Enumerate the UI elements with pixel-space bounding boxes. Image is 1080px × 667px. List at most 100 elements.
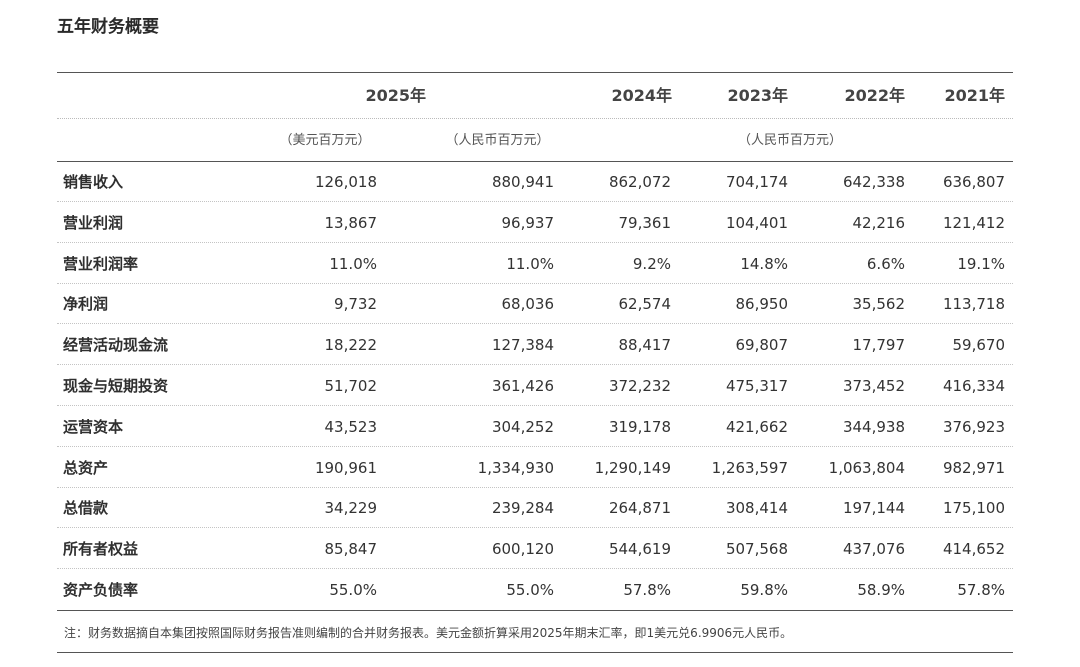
cell-usd-2025: 85,847 [324,540,378,559]
cell-rmb-2021: 121,412 [942,213,1005,232]
table-row: 运营资本 43,523 304,252 319,178 421,662 344,938 37… [57,407,1013,447]
cell-rmb-2023: 69,807 [735,336,789,355]
table-row: 总资产 190,961 1,334,930 1,290,149 1,263,597 1,0… [57,448,1013,488]
table-row: 资产负债率 55.0% 55.0% 57.8% 59.8% 58.9% 57.8% [57,570,1013,610]
unit-usd: （美元百万元） [279,133,371,148]
year-header-2023: 2023年 [727,86,788,105]
table-row: 净利润 9,732 68,036 62,574 86,950 35,562 113,718 [57,284,1013,325]
row-label: 所有者权益 [63,540,139,559]
cell-rmb-2021: 19.1% [957,254,1005,273]
year-header-2024: 2024年 [611,86,672,105]
cell-rmb-2022: 642,338 [842,173,905,191]
cell-rmb-2023: 421,662 [725,417,788,436]
cell-rmb-2023: 507,568 [725,540,788,559]
row-separator [57,405,1013,406]
cell-rmb-2024: 372,232 [608,377,671,395]
cell-rmb-2021: 636,807 [942,173,1005,191]
table-row: 总借款 34,229 239,284 264,871 308,414 197,144 175… [57,488,1013,529]
row-label: 营业利润 [63,213,124,232]
cell-rmb-2024: 88,417 [618,336,672,355]
table-row: 营业利润 13,867 96,937 79,361 104,401 42,216 121,4… [57,203,1013,243]
cell-rmb-2023: 104,401 [725,213,788,232]
cell-usd-2025: 13,867 [324,213,378,232]
page-title: 五年财务概要 [57,17,159,37]
year-header-2025: 2025年 [365,86,426,105]
cell-rmb-2021: 376,923 [942,417,1005,436]
footnote-rule [57,652,1013,653]
table-row: 所有者权益 85,847 600,120 544,619 507,568 437,076 4… [57,529,1013,570]
row-separator [57,527,1013,529]
cell-usd-2025: 51,702 [324,377,378,395]
row-separator [57,568,1013,570]
cell-rmb-2022: 373,452 [842,377,905,395]
cell-rmb-2025: 1,334,930 [477,458,554,477]
cell-rmb-2021: 414,652 [942,540,1005,559]
cell-rmb-2025: 127,384 [491,336,554,355]
table-row: 现金与短期投资 51,702 361,426 372,232 475,317 373,45… [57,366,1013,406]
cell-rmb-2024: 57.8% [623,581,671,599]
cell-rmb-2025: 68,036 [501,295,555,314]
cell-rmb-2022: 35,562 [852,295,906,314]
row-label: 运营资本 [63,417,124,436]
cell-rmb-2024: 264,871 [608,499,671,518]
unit-rmb-2025: （人民币百万元） [445,133,550,148]
cell-rmb-2024: 62,574 [618,295,672,314]
cell-rmb-2022: 17,797 [852,336,906,355]
cell-rmb-2021: 113,718 [942,295,1005,314]
cell-rmb-2021: 416,334 [942,377,1005,395]
cell-usd-2025: 55.0% [329,581,377,599]
table-row: 营业利润率 11.0% 11.0% 9.2% 14.8% 6.6% 19.1% [57,244,1013,284]
cell-rmb-2023: 59.8% [740,581,788,599]
cell-rmb-2025: 880,941 [491,173,554,191]
cell-rmb-2025: 361,426 [491,377,554,395]
row-separator [57,201,1013,202]
cell-rmb-2022: 58.9% [857,581,905,599]
cell-rmb-2022: 42,216 [852,213,906,232]
row-separator [57,486,1013,488]
cell-usd-2025: 43,523 [324,417,378,436]
cell-usd-2025: 18,222 [324,336,378,355]
cell-usd-2025: 9,732 [334,295,377,314]
cell-rmb-2024: 1,290,149 [594,458,671,477]
cell-rmb-2025: 239,284 [491,499,554,518]
table-bottom-rule [57,610,1013,611]
cell-rmb-2024: 79,361 [618,213,672,232]
table-row: 经营活动现金流 18,222 127,384 88,417 69,807 17,797 59… [57,325,1013,366]
cell-rmb-2021: 175,100 [942,499,1005,518]
cell-usd-2025: 11.0% [329,254,377,273]
cell-usd-2025: 34,229 [324,499,378,518]
table-row: 销售收入 126,018 880,941 862,072 704,174 642,338 6… [57,162,1013,202]
cell-rmb-2024: 862,072 [608,173,671,191]
footnote: 注：财务数据摘自本集团按照国际财务报告准则编制的合并财务报表。美元金额折算采用2… [64,626,793,640]
table-top-rule [57,72,1013,73]
row-separator [57,445,1013,447]
header-bottom-rule [57,161,1013,162]
cell-rmb-2022: 344,938 [842,417,905,436]
year-header-2022: 2022年 [844,86,905,105]
year-header-2021: 2021年 [944,86,1005,105]
cell-rmb-2023: 1,263,597 [711,458,788,477]
cell-rmb-2025: 11.0% [506,254,554,273]
cell-rmb-2021: 59,670 [952,336,1006,355]
cell-usd-2025: 126,018 [314,173,377,191]
cell-rmb-2025: 55.0% [506,581,554,599]
cell-rmb-2025: 304,252 [491,417,554,436]
cell-rmb-2021: 57.8% [957,581,1005,599]
unit-rmb-history: （人民币百万元） [737,133,842,148]
cell-rmb-2023: 704,174 [725,173,788,191]
row-label: 经营活动现金流 [63,336,169,355]
row-separator [57,364,1013,366]
cell-rmb-2025: 600,120 [491,540,554,559]
cell-rmb-2025: 96,937 [501,213,555,232]
cell-rmb-2022: 197,144 [842,499,905,518]
row-label: 净利润 [63,295,109,314]
cell-rmb-2023: 86,950 [735,295,789,314]
row-label: 总资产 [63,458,109,477]
cell-rmb-2024: 319,178 [608,417,671,436]
row-separator [57,241,1013,243]
row-label: 总借款 [63,499,109,518]
row-separator [57,323,1013,325]
row-label: 销售收入 [63,173,124,191]
row-separator [57,282,1013,284]
row-label: 现金与短期投资 [63,377,169,395]
